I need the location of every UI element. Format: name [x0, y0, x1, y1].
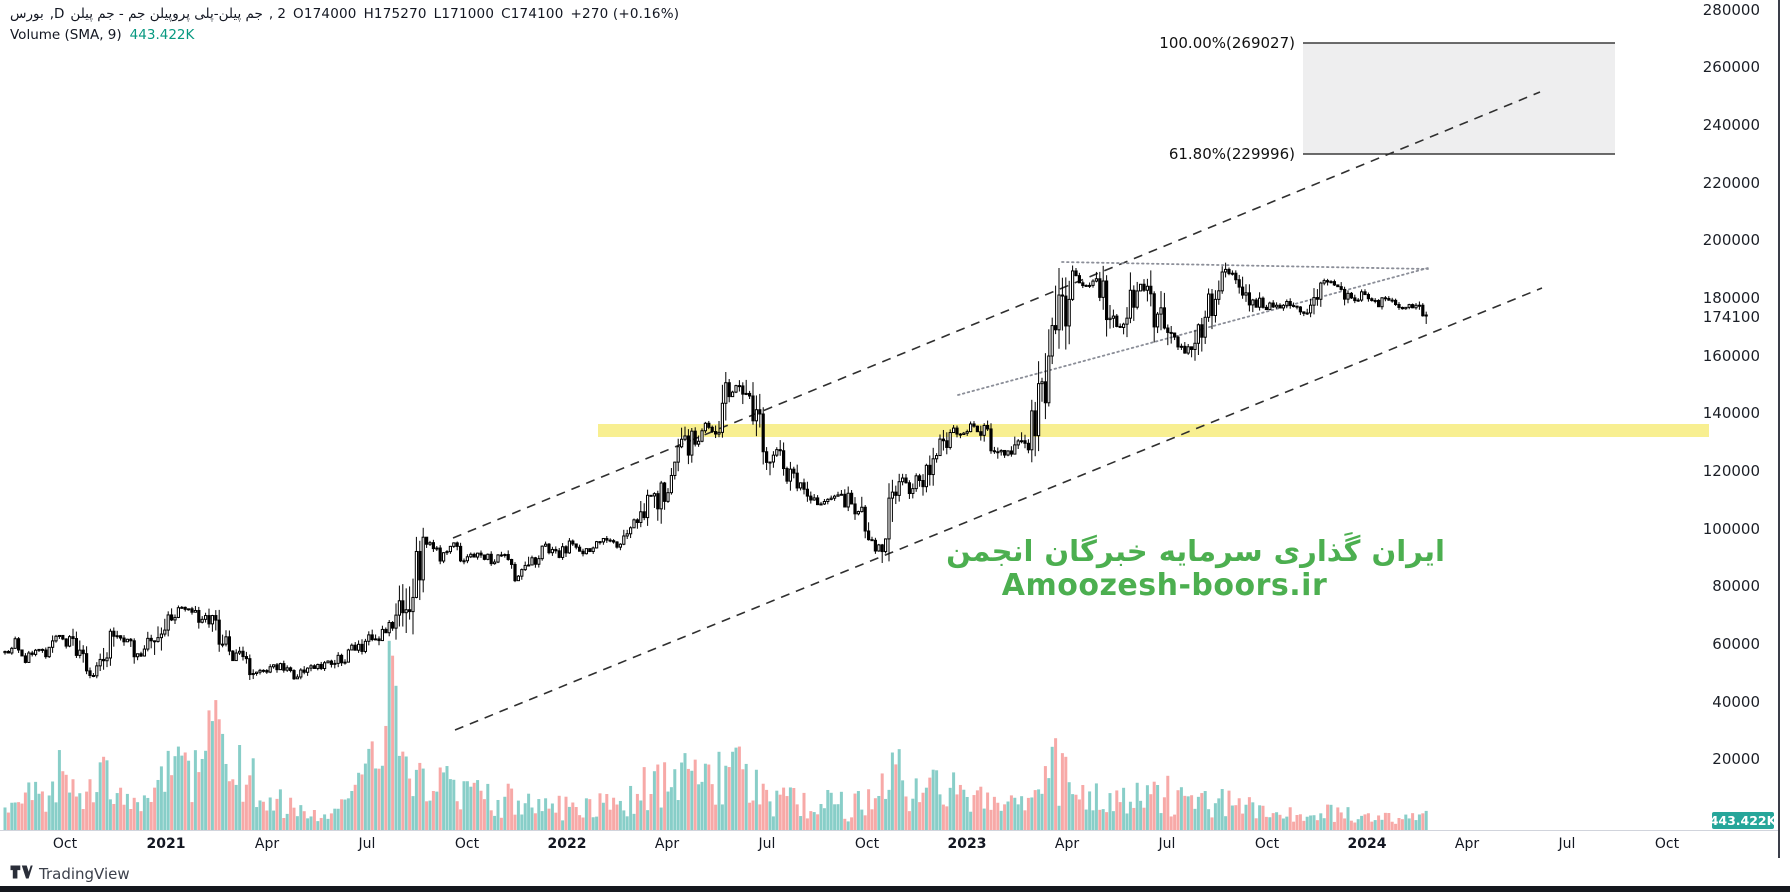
trendlines-layer[interactable] [452, 91, 1543, 731]
volume-bars-layer [3, 640, 1428, 830]
ohlc-high: H175270 [363, 6, 427, 22]
symbol-title: بورس ,D جم پیلن-پلی پروپیلن جم - جم پیلن , … [10, 6, 286, 22]
price-tick-label: 100000 [1702, 519, 1760, 538]
right-edge-divider [1778, 0, 1780, 858]
volume-indicator-value: 443.422K [129, 27, 195, 43]
last-price-label: 174100 [1702, 308, 1760, 326]
candles-layer [3, 262, 1428, 680]
volume-indicator-label: Volume (SMA, 9) [10, 27, 122, 43]
price-tick-label: 200000 [1702, 231, 1760, 250]
price-tick-label: 220000 [1702, 173, 1760, 192]
price-tick-label: 40000 [1712, 692, 1760, 711]
fib-retracement-box[interactable] [1303, 42, 1615, 155]
time-tick-label: Oct [1254, 836, 1280, 852]
ohlc-close: C174100 [501, 6, 564, 22]
watermark-word: خبرگان [1044, 534, 1148, 568]
watermark-word: گَذاری [1273, 534, 1361, 568]
symbol-title-token: , 2 [268, 6, 287, 22]
price-tick-label: 120000 [1702, 462, 1760, 480]
watermark-word: سرمایه [1158, 534, 1263, 568]
tradingview-attribution[interactable]: TradingView [10, 864, 130, 883]
time-tick-label: Jul [1558, 836, 1576, 852]
price-tick-label: 280000 [1702, 0, 1760, 19]
price-tick-label: 160000 [1702, 346, 1760, 365]
price-tick-label: 80000 [1712, 577, 1760, 596]
volume-indicator-row[interactable]: Volume (SMA, 9) 443.422K [10, 27, 679, 43]
chart-canvas[interactable] [0, 0, 1790, 858]
fib-level-618-label: 61.80%(229996) [1168, 145, 1295, 163]
symbol-title-token: جم پیلن-پلی پروپیلن جم - جم پیلن [70, 6, 263, 22]
volume-value-badge: 443.422K [1709, 812, 1777, 829]
watermark-farsi-line: انجمن خبرگان سرمایه گَذاری ایران [946, 534, 1445, 569]
time-tick-label: Jul [758, 836, 776, 852]
watermark-word: انجمن [946, 534, 1034, 568]
time-tick-label: Apr [1454, 836, 1480, 852]
time-tick-label: Oct [52, 836, 78, 852]
time-tick-label: Apr [254, 836, 280, 852]
fib-level-100-label: 100.00%(269027) [1159, 34, 1295, 52]
window-bottom-edge [0, 886, 1790, 892]
time-tick-year: 2024 [1347, 836, 1387, 852]
time-tick-label: Jul [1158, 836, 1176, 852]
watermark-word: ایران [1371, 534, 1445, 568]
time-tick-year: 2021 [146, 836, 186, 852]
time-tick-label: Oct [1654, 836, 1680, 852]
watermark-site-line: Amoozesh-boors.ir [1001, 567, 1328, 603]
time-tick-label: Apr [1054, 836, 1080, 852]
price-tick-label: 240000 [1702, 116, 1760, 134]
ohlc-open: O174000 [293, 6, 357, 22]
time-tick-label: Apr [654, 836, 680, 852]
price-tick-label: 140000 [1702, 404, 1760, 423]
time-tick-label: Oct [454, 836, 480, 852]
footer-bar: TradingView [0, 858, 1790, 886]
time-tick-label: Oct [854, 836, 880, 852]
watermark: انجمن خبرگان سرمایه گَذاری ایران Amoozesh-bo… [946, 534, 1445, 602]
price-axis[interactable]: 280000 260000 240000 220000 200000 180000 1600… [1703, 0, 1790, 858]
ohlc-low: L171000 [433, 6, 495, 22]
time-tick-year: 2022 [547, 836, 587, 852]
time-axis[interactable]: Oct 2021 Apr Jul Oct 2022 Apr Jul Oct 2023 Apr Jul O… [0, 830, 1778, 860]
price-tick-label: 180000 [1702, 289, 1760, 307]
price-tick-label: 60000 [1712, 635, 1760, 653]
symbol-title-token: بورس [10, 6, 44, 22]
symbol-legend: بورس ,D جم پیلن-پلی پروپیلن جم - جم پیلن , … [10, 6, 679, 43]
price-tick-label: 20000 [1712, 750, 1760, 769]
ohlc-change: +270 (+0.16%) [570, 6, 680, 22]
symbol-title-token: ,D [49, 6, 65, 22]
tradingview-logo-icon [10, 864, 33, 883]
time-tick-label: Jul [358, 836, 376, 852]
tradingview-brand-text: TradingView [39, 864, 130, 883]
symbol-info-row[interactable]: بورس ,D جم پیلن-پلی پروپیلن جم - جم پیلن , … [10, 6, 679, 22]
yellow-band[interactable] [598, 424, 1709, 437]
time-tick-year: 2023 [947, 836, 987, 852]
price-tick-label: 260000 [1702, 58, 1760, 77]
